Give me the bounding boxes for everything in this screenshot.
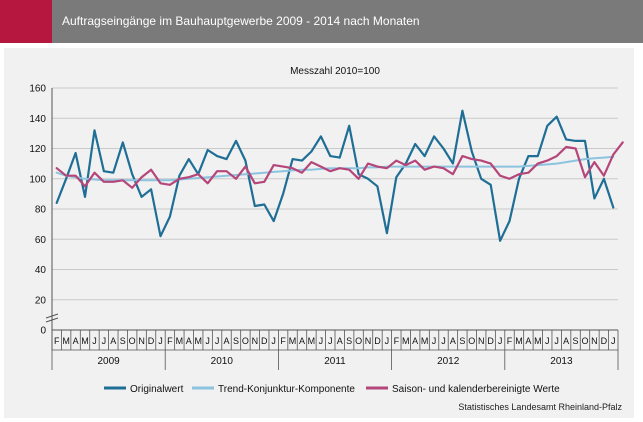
month-label: M: [176, 336, 184, 346]
series-line-1: [55, 109, 615, 242]
y-tick-label: 120: [29, 144, 46, 155]
month-label: O: [581, 336, 588, 346]
axis-break-mark: [45, 313, 59, 323]
month-label: A: [563, 336, 569, 346]
month-label: M: [402, 336, 410, 346]
y-tick-label: 140: [29, 114, 46, 125]
month-label: M: [515, 336, 523, 346]
month-label: O: [242, 336, 249, 346]
month-label: J: [215, 336, 220, 346]
y-tick-label: 80: [35, 205, 47, 216]
month-label: O: [468, 336, 475, 346]
year-label: 2012: [437, 356, 460, 367]
month-label: O: [129, 336, 136, 346]
month-label: J: [319, 336, 324, 346]
month-label: A: [450, 336, 456, 346]
month-label: F: [54, 336, 60, 346]
month-label: J: [102, 336, 107, 346]
month-label: A: [412, 336, 418, 346]
month-label: A: [110, 336, 116, 346]
month-label: D: [601, 336, 608, 346]
y-tick-label: 100: [29, 174, 46, 185]
year-label: 2013: [550, 356, 573, 367]
month-label: S: [233, 336, 239, 346]
page-title: Auftragseingänge im Bauhauptgewerbe 2009…: [62, 14, 420, 28]
month-label: J: [554, 336, 559, 346]
y-tick-label: 0: [40, 326, 46, 337]
month-label: J: [92, 336, 97, 346]
month-label: M: [534, 336, 542, 346]
legend-label: Saison- und kalenderbereinigte Werte: [392, 384, 560, 395]
legend-label: Trend-Konjunktur-Komponente: [218, 384, 355, 395]
month-label: A: [224, 336, 230, 346]
chart-title: Messzahl 2010=100: [290, 66, 380, 77]
month-label: J: [271, 336, 276, 346]
year-label: 2009: [97, 356, 120, 367]
month-label: N: [478, 336, 485, 346]
year-label: 2011: [324, 356, 346, 367]
month-label: M: [289, 336, 297, 346]
month-label: A: [337, 336, 343, 346]
month-label: N: [252, 336, 259, 346]
month-label: D: [487, 336, 494, 346]
month-label: A: [186, 336, 192, 346]
source-note: Statistisches Landesamt Rheinland-Pfalz: [458, 402, 622, 412]
month-label: N: [591, 336, 598, 346]
month-label: J: [611, 336, 616, 346]
month-label: S: [459, 336, 465, 346]
header-bar: Auftragseingänge im Bauhauptgewerbe 2009…: [0, 0, 643, 43]
month-label: S: [120, 336, 126, 346]
month-label: F: [394, 336, 400, 346]
series-line-2: [55, 155, 615, 182]
month-label: J: [158, 336, 163, 346]
month-label: J: [432, 336, 437, 346]
header-accent: [0, 0, 52, 43]
month-label: S: [346, 336, 352, 346]
year-label: 2010: [211, 356, 234, 367]
y-tick-label: 160: [29, 84, 46, 95]
y-tick-label: 20: [35, 295, 47, 306]
month-label: J: [441, 336, 446, 346]
month-label: N: [365, 336, 372, 346]
legend-label: Originalwert: [130, 384, 184, 395]
chart-panel: Messzahl 2010=100 0 20 40 60 80 100 120 140 160 F M…: [4, 48, 634, 418]
month-label: D: [261, 336, 268, 346]
month-label: F: [167, 336, 173, 346]
month-label: J: [385, 336, 390, 346]
month-label: A: [525, 336, 531, 346]
y-tick-label: 60: [35, 235, 47, 246]
month-label: O: [355, 336, 362, 346]
month-label: M: [308, 336, 316, 346]
month-label: J: [328, 336, 333, 346]
month-label: S: [573, 336, 579, 346]
month-label: A: [299, 336, 305, 346]
series-line-3: [55, 141, 624, 189]
y-tick-label: 40: [35, 265, 47, 276]
month-label: M: [421, 336, 429, 346]
month-label: J: [498, 336, 503, 346]
month-label: F: [280, 336, 286, 346]
month-label: J: [205, 336, 210, 346]
month-label: N: [138, 336, 145, 346]
month-label: M: [62, 336, 70, 346]
month-label: A: [73, 336, 79, 346]
month-label: D: [148, 336, 155, 346]
month-label: M: [194, 336, 202, 346]
month-label: D: [374, 336, 381, 346]
month-label: J: [545, 336, 550, 346]
month-label: F: [507, 336, 513, 346]
month-label: M: [81, 336, 89, 346]
